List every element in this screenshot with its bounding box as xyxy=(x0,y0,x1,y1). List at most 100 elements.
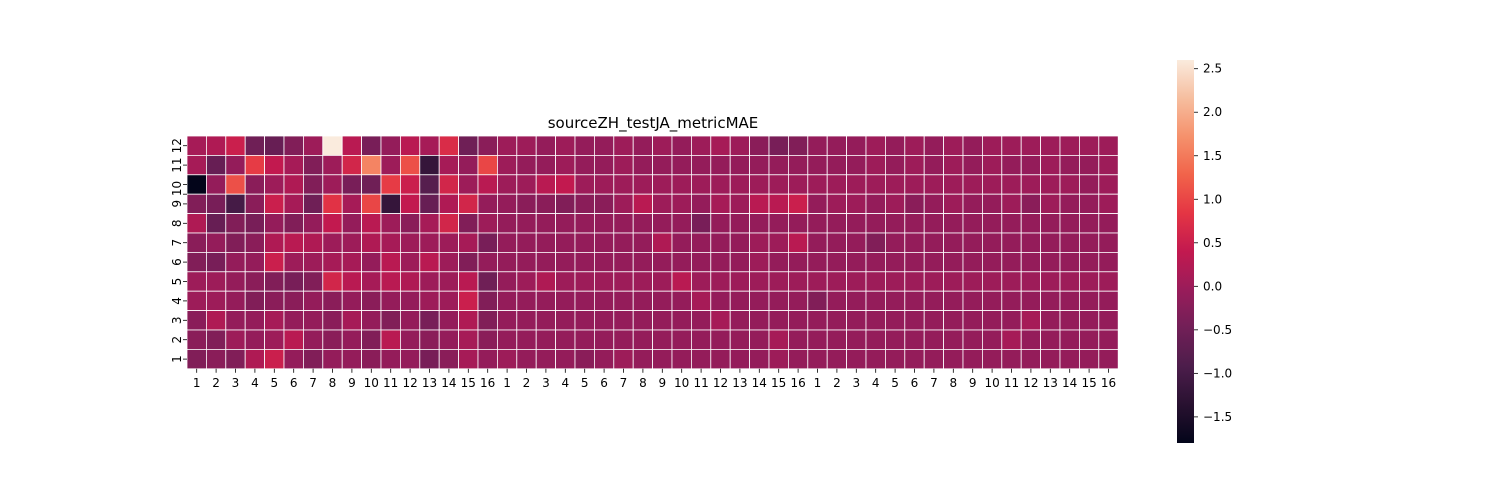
heatmap-cell xyxy=(555,232,576,253)
heatmap-cell xyxy=(205,310,227,331)
heatmap-cell xyxy=(943,232,964,253)
heatmap-cell xyxy=(419,174,440,195)
heatmap-cell xyxy=(671,329,692,350)
y-axis-ticks: 12 11 9 10 8 7 6 5 4 3 2 1 xyxy=(170,138,187,363)
heatmap-cell xyxy=(846,193,867,214)
colorbar: −1.5 −1.0 −0.5 0.0 0.5 1.0 1.5 2.0 2.5 xyxy=(1177,60,1232,443)
heatmap-cell xyxy=(322,154,343,176)
heatmap-cell xyxy=(458,193,479,214)
heatmap-cell xyxy=(555,290,576,312)
heatmap-cell xyxy=(768,290,789,312)
heatmap-cell xyxy=(574,213,595,234)
heatmap-cell xyxy=(691,329,712,350)
heatmap-cell xyxy=(1020,271,1042,292)
heatmap-cell xyxy=(225,232,246,253)
heatmap-cell xyxy=(458,232,479,253)
heatmap-cell xyxy=(535,154,557,176)
heatmap-cell xyxy=(846,290,867,312)
heatmap-cell xyxy=(807,310,828,331)
heatmap-cell xyxy=(302,271,324,292)
heatmap-cell xyxy=(982,135,1003,156)
heatmap-cell xyxy=(768,348,789,370)
heatmap-cell xyxy=(205,290,227,312)
heatmap-cell xyxy=(264,154,285,176)
heatmap-cell xyxy=(594,348,615,370)
x-tick-label: 16 xyxy=(480,376,495,390)
heatmap-cell xyxy=(496,213,518,234)
heatmap-cell xyxy=(555,271,576,292)
heatmap-cell xyxy=(652,329,673,350)
x-tick-label: 4 xyxy=(561,376,569,390)
heatmap-cell xyxy=(943,251,964,273)
heatmap-cell xyxy=(1059,271,1080,292)
heatmap-cell xyxy=(691,271,712,292)
heatmap-cell xyxy=(361,251,382,273)
heatmap-cell xyxy=(943,329,964,350)
heatmap-cell xyxy=(458,251,479,273)
heatmap-cell xyxy=(710,135,731,156)
heatmap-cell xyxy=(768,193,789,214)
heatmap-cell xyxy=(535,193,557,214)
heatmap-cell xyxy=(1040,213,1061,234)
heatmap-cell xyxy=(962,310,983,331)
heatmap-cell xyxy=(535,251,557,273)
colorbar-tick-label: 1.0 xyxy=(1203,192,1222,206)
x-tick-label: 15 xyxy=(771,376,786,390)
heatmap-cell xyxy=(283,213,304,234)
heatmap-cell xyxy=(923,232,945,253)
heatmap-cell xyxy=(652,174,673,195)
heatmap-cell xyxy=(1040,271,1061,292)
heatmap-cell xyxy=(419,193,440,214)
heatmap-cell xyxy=(535,290,557,312)
heatmap-cell xyxy=(885,135,906,156)
heatmap-cell xyxy=(438,271,460,292)
heatmap-cell xyxy=(302,290,324,312)
heatmap-cell xyxy=(380,232,401,253)
heatmap-cell xyxy=(225,251,246,273)
heatmap-cell xyxy=(923,174,945,195)
heatmap-cell xyxy=(885,290,906,312)
heatmap-cell xyxy=(749,193,770,214)
heatmap-cell xyxy=(1098,232,1119,253)
heatmap-cell xyxy=(865,348,886,370)
heatmap-cell xyxy=(225,174,246,195)
heatmap-cell xyxy=(768,135,789,156)
heatmap-cell xyxy=(574,290,595,312)
heatmap-cell xyxy=(264,251,285,273)
heatmap-cell xyxy=(846,310,867,331)
y-tick-label: 4 xyxy=(170,297,184,305)
heatmap-cell xyxy=(1059,290,1080,312)
heatmap-cell xyxy=(361,329,382,350)
heatmap-cell xyxy=(904,213,925,234)
heatmap-cell xyxy=(438,193,460,214)
heatmap-cell xyxy=(1079,290,1100,312)
heatmap-cell xyxy=(749,348,770,370)
heatmap-cell xyxy=(1001,310,1022,331)
heatmap-cell xyxy=(671,135,692,156)
heatmap-cell xyxy=(496,290,518,312)
heatmap-cell xyxy=(962,154,983,176)
heatmap-cell xyxy=(186,271,207,292)
heatmap-cell xyxy=(264,310,285,331)
heatmap-cell xyxy=(904,135,925,156)
heatmap-cell xyxy=(477,329,498,350)
heatmap-cell xyxy=(496,135,518,156)
heatmap-cell xyxy=(807,271,828,292)
x-tick-label: 3 xyxy=(232,376,240,390)
heatmap-cell xyxy=(962,290,983,312)
heatmap-cell xyxy=(749,329,770,350)
heatmap-cell xyxy=(555,310,576,331)
heatmap-cell xyxy=(1001,251,1022,273)
heatmap-cell xyxy=(438,154,460,176)
heatmap-cell xyxy=(516,213,537,234)
heatmap-cell xyxy=(264,271,285,292)
heatmap-cell xyxy=(361,232,382,253)
x-tick-label: 10 xyxy=(984,376,999,390)
heatmap-cell xyxy=(1040,154,1061,176)
heatmap-cell xyxy=(535,135,557,156)
heatmap-cell xyxy=(283,135,304,156)
heatmap-cell xyxy=(244,193,265,214)
heatmap-cell xyxy=(691,174,712,195)
heatmap-cell xyxy=(671,232,692,253)
heatmap-cell xyxy=(186,174,207,195)
